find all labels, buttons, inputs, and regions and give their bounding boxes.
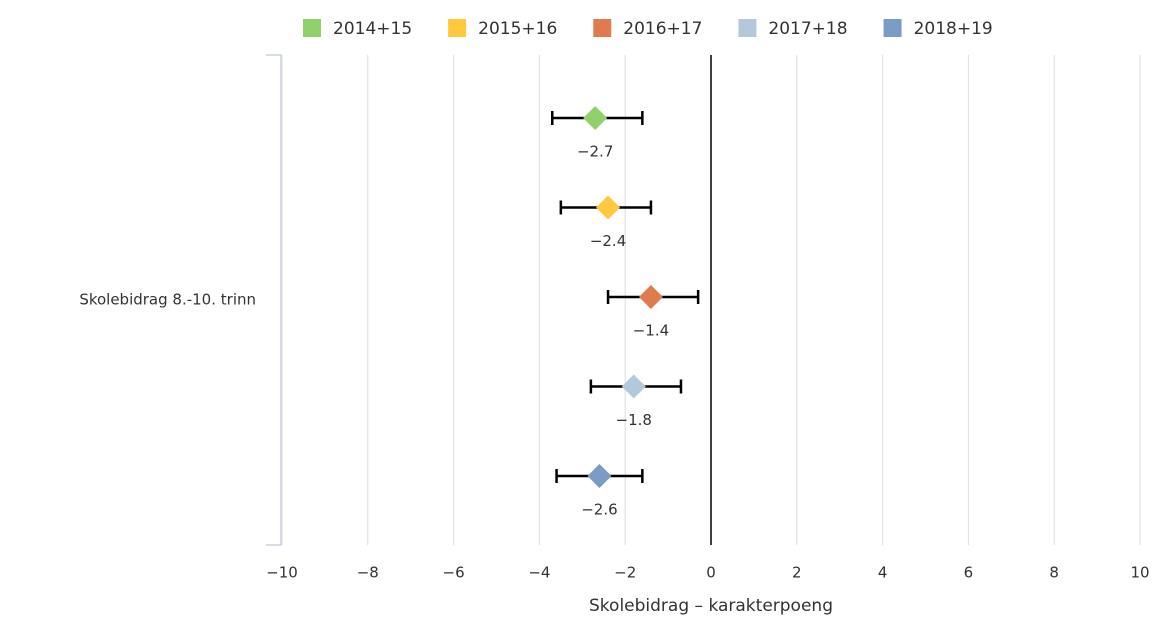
legend-label: 2018+19: [914, 19, 993, 39]
legend-swatch: [448, 19, 467, 37]
legend-label: 2017+18: [768, 19, 847, 39]
legend-swatch: [593, 19, 612, 37]
x-tick-label: 4: [878, 564, 888, 582]
x-tick-label: −6: [443, 564, 465, 582]
legend-swatch: [883, 19, 902, 37]
x-tick-label: −10: [266, 564, 298, 582]
marker: [638, 285, 663, 309]
marker: [587, 464, 612, 488]
marker: [583, 106, 608, 130]
x-tick-label: −8: [357, 564, 379, 582]
category-axis: [266, 54, 282, 546]
legend-label: 2014+15: [333, 19, 412, 39]
marker: [596, 195, 621, 220]
data-label: −2.7: [577, 143, 613, 161]
marker: [621, 374, 646, 399]
x-tick-label: 6: [964, 564, 974, 582]
data-label: −1.8: [616, 411, 652, 429]
x-axis-title: Skolebidrag – karakterpoeng: [589, 596, 833, 616]
x-tick-label: −2: [614, 564, 636, 582]
legend-label: 2016+17: [623, 19, 702, 39]
data-label: −2.6: [581, 501, 617, 519]
x-tick-label: 2: [792, 564, 802, 582]
data-label: −2.4: [590, 232, 626, 250]
category-label: Skolebidrag 8.-10. trinn: [79, 291, 256, 309]
legend-label: 2015+16: [478, 19, 557, 39]
x-tick-label: 8: [1049, 564, 1059, 582]
data-label: −1.4: [633, 322, 669, 340]
x-tick-label: −4: [528, 564, 550, 582]
legend-swatch: [738, 19, 757, 37]
x-tick-label: 10: [1130, 564, 1149, 582]
x-tick-label: 0: [706, 564, 716, 582]
legend-swatch: [303, 19, 321, 37]
